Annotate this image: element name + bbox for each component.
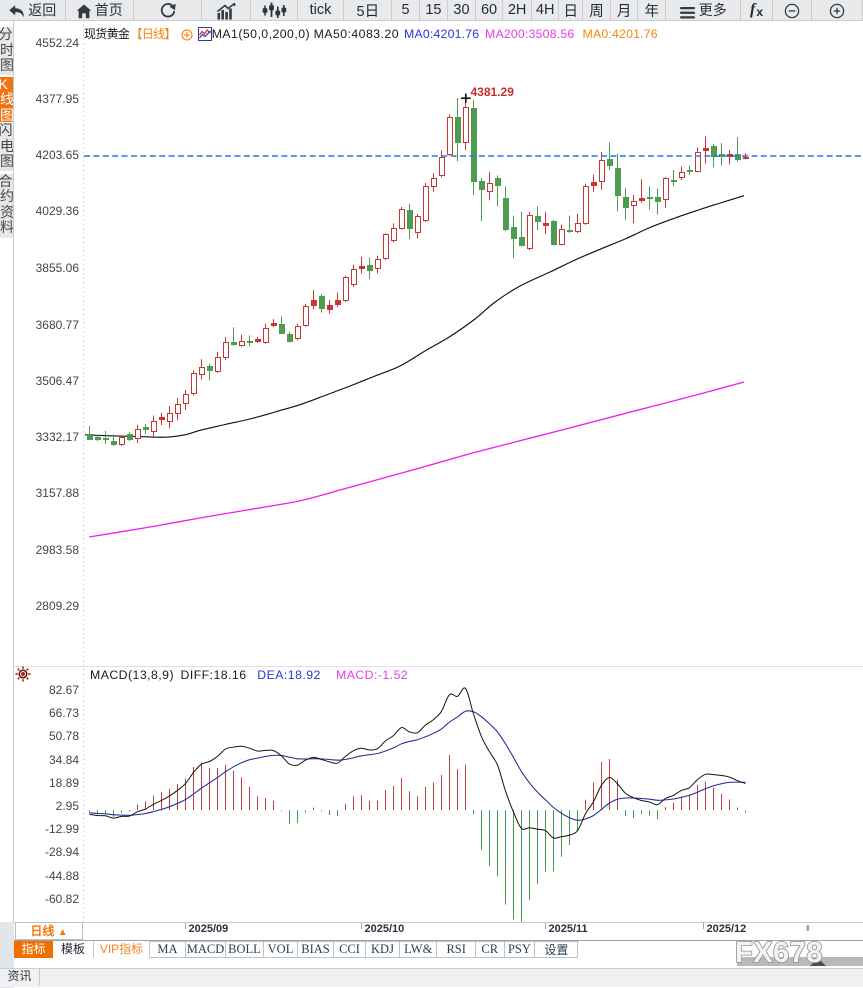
svg-text:FX678: FX678 [735, 937, 823, 969]
svg-text:4381.29: 4381.29 [471, 85, 515, 99]
